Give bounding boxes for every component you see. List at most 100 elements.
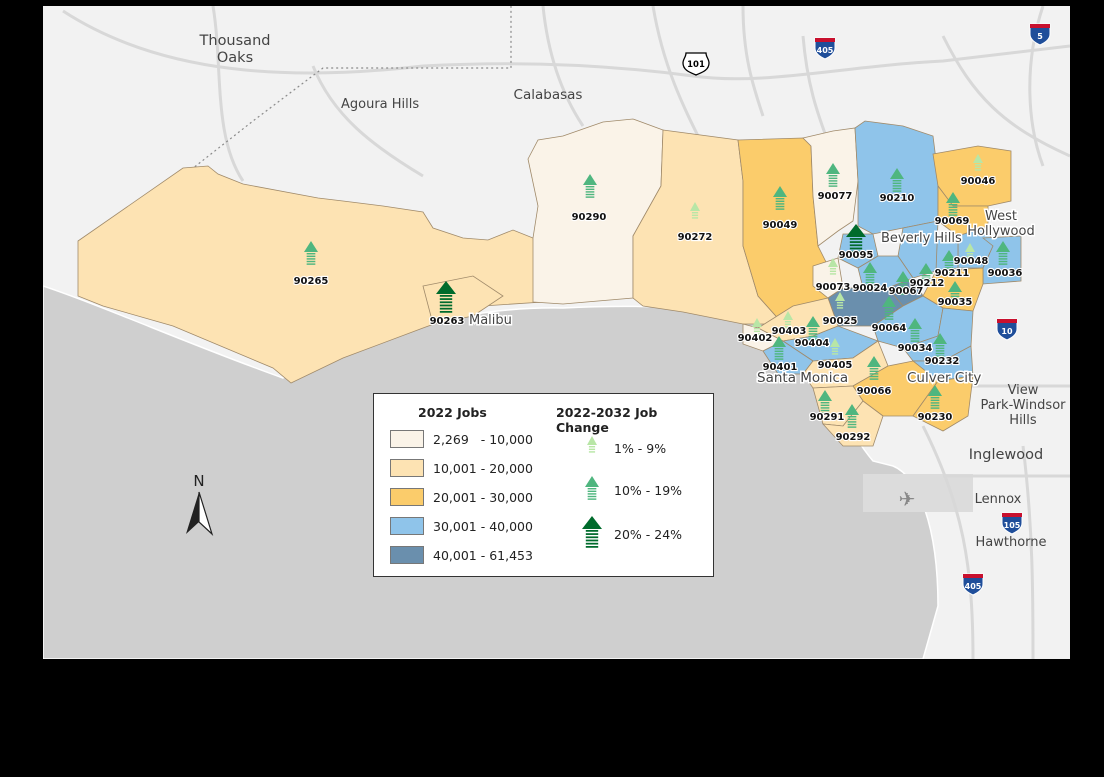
jobs-legend-title: 2022 Jobs — [418, 405, 487, 420]
jobs-legend-item: 40,001 - 61,453 — [390, 545, 533, 565]
place-label: Hills — [1009, 413, 1037, 428]
zip-label: 90232 — [925, 356, 960, 367]
jobs-legend-item: 2,269 - 10,000 — [390, 429, 533, 449]
mid-arrow-icon — [996, 241, 1010, 265]
large-arrow-icon — [846, 224, 866, 256]
zip-label: 90095 — [839, 250, 874, 261]
zip-label: 90291 — [810, 412, 845, 423]
legend-range-label: 10,001 - 20,000 — [433, 460, 533, 476]
mid-arrow-icon — [908, 318, 922, 342]
zip-area-90230[interactable] — [912, 375, 974, 432]
legend-range-label: 2,269 - 10,000 — [433, 431, 533, 447]
place-label: Lennox — [975, 492, 1022, 507]
mid-arrow-icon — [948, 281, 962, 305]
small-arrow-icon — [752, 318, 762, 335]
medium-arrow-icon — [576, 475, 608, 505]
mid-arrow-icon — [928, 385, 942, 409]
change-legend-title: 2022-2032 Job Change — [556, 405, 658, 435]
place-label: Hawthorne — [975, 535, 1046, 550]
zip-area-90025[interactable] — [827, 287, 904, 327]
small-arrow-icon — [828, 258, 838, 275]
place-label: Culver City — [907, 370, 981, 386]
place-label: Malibu — [469, 313, 512, 328]
small-arrow-icon — [965, 243, 975, 260]
legend-swatch — [390, 488, 424, 506]
change-legend-item: 10% - 19% — [576, 472, 682, 508]
place-label: Beverly Hills — [881, 231, 962, 246]
interstate-shield-icon: 405 — [962, 573, 984, 596]
place-label: Oaks — [217, 50, 253, 66]
place-label: Hollywood — [967, 224, 1034, 239]
zip-label: 90401 — [763, 362, 798, 373]
zip-label: 90230 — [918, 412, 953, 423]
mid-arrow-icon — [826, 163, 840, 187]
interstate-shield-icon: 105 — [1001, 512, 1023, 535]
zip-area-90292[interactable] — [822, 400, 884, 447]
place-label: West — [985, 209, 1017, 224]
zip-area-90077[interactable] — [802, 127, 859, 247]
change-range-label: 1% - 9% — [614, 440, 667, 456]
legend-swatch — [390, 546, 424, 564]
small-arrow-icon — [973, 154, 983, 171]
boundary-dotted — [182, 6, 512, 177]
zip-label: 90048 — [954, 256, 989, 267]
zip-label: 90272 — [678, 232, 713, 243]
zip-area-90265[interactable] — [77, 165, 544, 384]
mid-arrow-icon — [806, 316, 820, 340]
interstate-shield-icon: 405 — [814, 37, 836, 60]
zip-label: 90024 — [853, 283, 888, 294]
zip-label: 90036 — [988, 268, 1023, 279]
zip-area-90212[interactable] — [897, 220, 939, 279]
zip-label: 90066 — [857, 386, 892, 397]
small-arrow-icon — [783, 311, 793, 328]
highway-number: 405 — [965, 582, 982, 591]
zip-labels: 90265 90263 90290 90272 90049 90077 90210 90046… — [293, 175, 1024, 444]
place-labels: Thousand Oaks Agoura Hills Calabasas Mal… — [199, 33, 1067, 550]
map-frame: Thousand Oaks Agoura Hills Calabasas Mal… — [43, 6, 1070, 659]
highway-number: 105 — [1004, 521, 1021, 530]
highway-shields: 405 101 5 10 105 — [682, 23, 1051, 596]
zip-label: 90212 — [910, 278, 945, 289]
place-label: Thousand — [199, 33, 271, 49]
place-label: Inglewood — [969, 447, 1043, 463]
highway-number: 10 — [1001, 327, 1013, 336]
zip-label: 90046 — [961, 176, 996, 187]
legend-range-label: 30,001 - 40,000 — [433, 518, 533, 534]
large-arrow-icon — [582, 516, 602, 548]
map-canvas: Thousand Oaks Agoura Hills Calabasas Mal… — [43, 6, 1070, 659]
mid-arrow-icon — [896, 271, 910, 295]
small-arrow-icon — [587, 436, 597, 453]
place-label: Calabasas — [514, 87, 583, 103]
mid-arrow-icon — [890, 168, 904, 192]
job-change-arrows — [304, 154, 1010, 428]
zip-label: 90069 — [935, 216, 970, 227]
highway-number: 405 — [817, 46, 834, 55]
mid-arrow-icon — [863, 262, 877, 286]
place-label: View — [1008, 383, 1039, 398]
zip-label: 90210 — [880, 193, 915, 204]
legend-swatch — [390, 459, 424, 477]
zip-label: 90402 — [738, 333, 773, 344]
legend-range-label: 20,001 - 30,000 — [433, 489, 533, 505]
zip-label: 90077 — [818, 191, 853, 202]
mid-arrow-icon — [772, 336, 786, 360]
small-arrow-icon — [576, 435, 608, 461]
small-arrow-icon — [830, 338, 840, 355]
large-arrow-icon — [436, 281, 456, 313]
mid-arrow-icon — [882, 296, 896, 320]
north-label: N — [193, 472, 204, 490]
legend-range-label: 40,001 - 61,453 — [433, 547, 533, 563]
zip-label: 90211 — [935, 268, 970, 279]
zip-label: 90292 — [836, 432, 871, 443]
small-arrow-icon — [690, 202, 700, 219]
small-arrow-icon — [835, 292, 845, 309]
north-arrow-icon: N — [184, 472, 214, 538]
mid-arrow-icon — [583, 174, 597, 198]
zip-label: 90290 — [572, 212, 607, 223]
zip-label: 90025 — [823, 316, 858, 327]
us-highway-shield-icon: 101 — [682, 52, 710, 76]
mid-arrow-icon — [919, 263, 933, 287]
zip-label: 90405 — [818, 360, 853, 371]
mid-arrow-icon — [933, 333, 947, 357]
zip-label: 90067 — [889, 286, 924, 297]
